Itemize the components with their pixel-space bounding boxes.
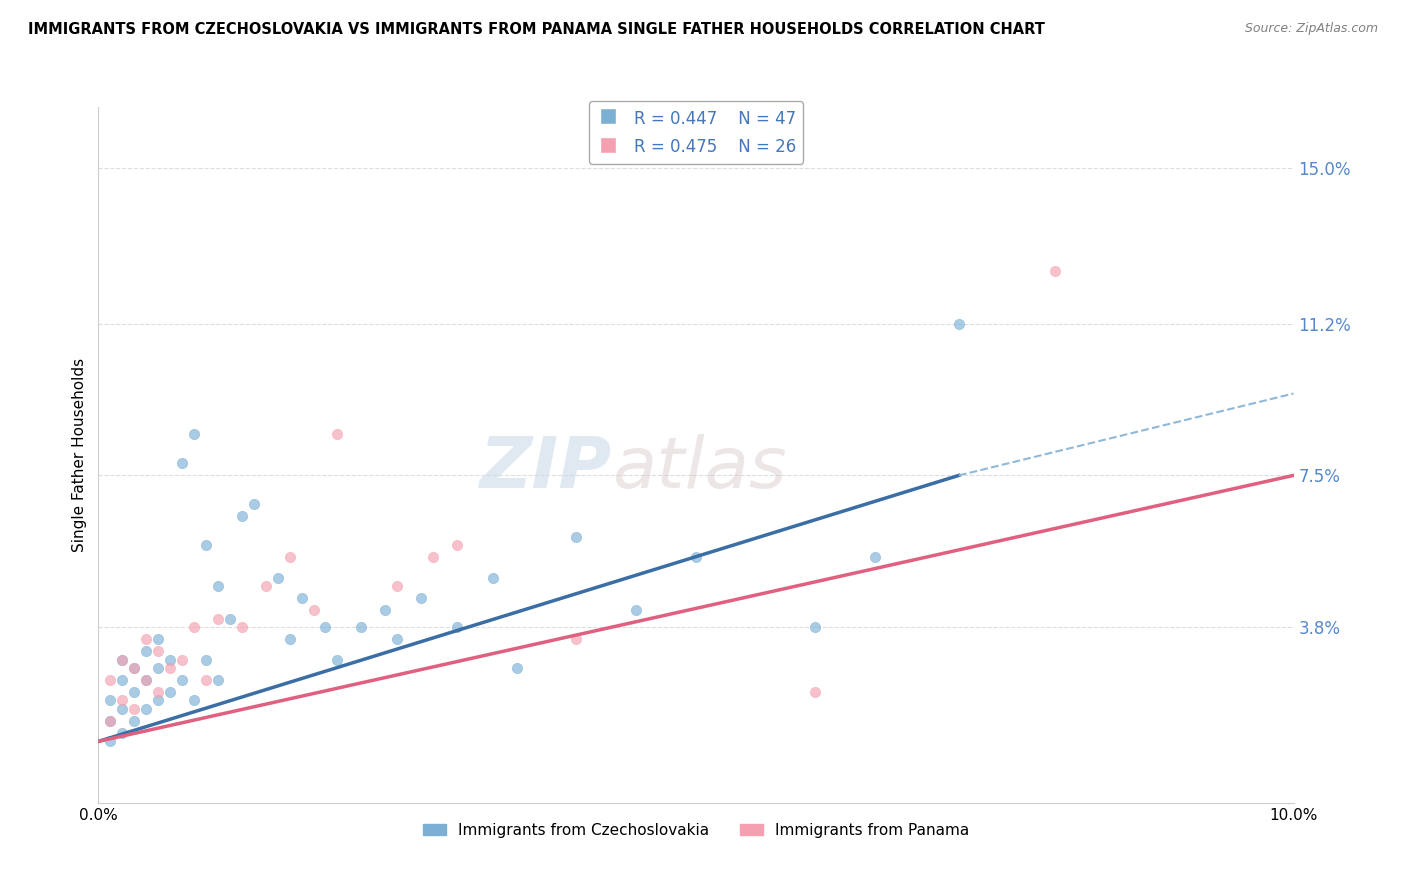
Point [195, 652, 218, 666]
Point [148, 632, 170, 646]
Point [148, 644, 170, 658]
Point [302, 603, 325, 617]
Point [183, 620, 205, 634]
Point [195, 538, 218, 552]
Point [195, 673, 218, 687]
Point [148, 661, 170, 675]
Point [411, 591, 433, 606]
Point [231, 620, 253, 634]
Point [159, 685, 181, 699]
Point [291, 591, 314, 606]
Point [446, 620, 468, 634]
Text: ZIP: ZIP [479, 434, 613, 503]
Point [385, 632, 409, 646]
Point [804, 685, 827, 699]
Point [111, 693, 134, 707]
Point [207, 612, 229, 626]
Text: atlas: atlas [613, 434, 787, 503]
Point [98, 714, 122, 728]
Point [948, 317, 970, 331]
Point [326, 652, 349, 666]
Point [135, 644, 157, 658]
Point [231, 509, 253, 524]
Point [124, 661, 146, 675]
Point [685, 550, 707, 565]
Point [124, 714, 146, 728]
Point [98, 693, 122, 707]
Point [506, 661, 529, 675]
Point [626, 603, 648, 617]
Point [111, 726, 134, 740]
Point [172, 652, 194, 666]
Point [159, 661, 181, 675]
Point [111, 701, 134, 715]
Point [374, 603, 396, 617]
Point [446, 538, 468, 552]
Point [422, 550, 444, 565]
Point [135, 673, 157, 687]
Point [565, 632, 588, 646]
Point [254, 579, 277, 593]
Point [385, 579, 409, 593]
Point [183, 693, 205, 707]
Point [207, 579, 229, 593]
Point [207, 673, 229, 687]
Point [804, 620, 827, 634]
Point [148, 685, 170, 699]
Point [98, 673, 122, 687]
Point [219, 612, 242, 626]
Point [183, 427, 205, 442]
Point [135, 673, 157, 687]
Y-axis label: Single Father Households: Single Father Households [72, 358, 87, 552]
Point [482, 571, 505, 585]
Text: IMMIGRANTS FROM CZECHOSLOVAKIA VS IMMIGRANTS FROM PANAMA SINGLE FATHER HOUSEHOLD: IMMIGRANTS FROM CZECHOSLOVAKIA VS IMMIGR… [28, 22, 1045, 37]
Point [124, 685, 146, 699]
Text: Source: ZipAtlas.com: Source: ZipAtlas.com [1244, 22, 1378, 36]
Point [148, 693, 170, 707]
Point [278, 632, 301, 646]
Point [111, 673, 134, 687]
Point [267, 571, 290, 585]
Point [98, 734, 122, 748]
Point [159, 652, 181, 666]
Point [1043, 264, 1066, 278]
Point [111, 652, 134, 666]
Point [135, 701, 157, 715]
Point [98, 714, 122, 728]
Point [865, 550, 887, 565]
Point [243, 497, 266, 511]
Point [172, 673, 194, 687]
Legend: Immigrants from Czechoslovakia, Immigrants from Panama: Immigrants from Czechoslovakia, Immigran… [416, 817, 976, 844]
Point [124, 661, 146, 675]
Point [350, 620, 373, 634]
Point [172, 456, 194, 470]
Point [135, 632, 157, 646]
Point [565, 530, 588, 544]
Point [278, 550, 301, 565]
Point [124, 701, 146, 715]
Point [111, 652, 134, 666]
Point [326, 427, 349, 442]
Point [315, 620, 337, 634]
